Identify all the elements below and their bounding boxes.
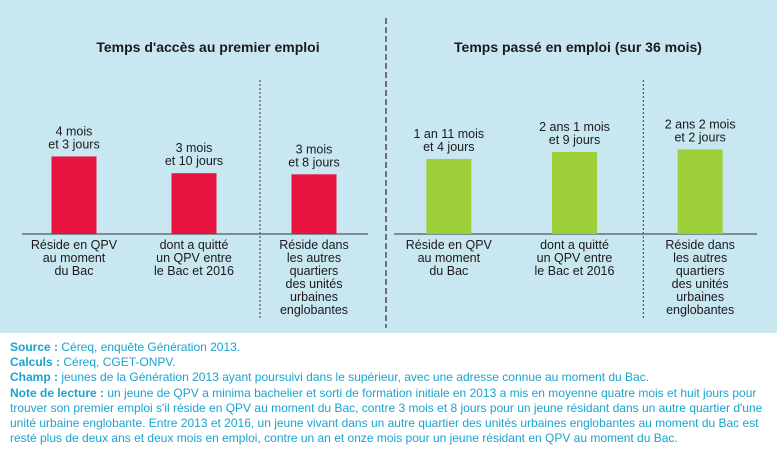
note-lecture: Note de lecture : un jeune de QPV a mini… [10,386,770,447]
bar-emploi-2 [552,151,597,234]
bar-acces-2 [171,173,217,234]
data-label-emploi-3: 2 ans 2 mois et 2 jours [665,117,736,144]
category-label-line: Réside en QPV [31,238,118,252]
bar-emploi-1 [426,158,472,234]
category-label-emploi-3: Réside dans les autres quartiers des unités… [665,238,735,317]
category-label-line: le Bac et 2016 [535,264,615,278]
chart-title-emploi: Temps passé en emploi (sur 36 mois) [454,39,702,55]
category-label-line: englobantes [666,303,734,317]
data-label-line: et 4 jours [423,140,474,154]
data-label-line: 1 an 11 mois [414,127,485,141]
category-label-emploi-1: Réside en QPV au moment du Bac [406,238,493,278]
category-label-acces-1: Réside en QPV au moment du Bac [31,238,118,278]
data-label-line: et 3 jours [48,137,99,151]
bar-acces-1 [51,156,97,234]
category-label-line: dont a quitté [160,238,229,252]
category-label-line: un QPV entre [156,251,232,265]
data-label-line: 2 ans 1 mois [539,120,610,134]
bar-acces-3 [291,174,337,234]
note-champ: Champ : jeunes de la Génération 2013 aya… [10,370,770,385]
bar-emploi-3 [677,149,723,234]
data-label-line: 2 ans 2 mois [665,117,736,131]
category-label-line: un QPV entre [537,251,613,265]
bar-charts: Temps d'accès au premier emploi Temps pa… [22,18,757,328]
category-label-line: du Bac [55,264,94,278]
data-label-line: 3 mois [296,142,333,156]
note-source-text: Céreq, enquête Génération 2013. [58,340,241,354]
note-calculs-text: Céreq, CGET-ONPV. [60,355,176,370]
note-lecture-text: un jeune de QPV a minima bachelier et so… [10,385,763,446]
data-label-acces-1: 4 mois et 3 jours [48,124,99,151]
note-champ-label: Champ : [10,370,58,385]
note-source: Source : Céreq, enquête Génération 2013. [10,340,770,355]
note-champ-text: jeunes de la Génération 2013 ayant pours… [58,370,650,385]
category-label-line: Réside dans [665,238,735,252]
data-label-line: et 9 jours [549,133,600,147]
category-label-line: Réside en QPV [406,238,493,252]
category-label-line: au moment [43,251,106,265]
data-label-line: 4 mois [56,124,93,138]
category-label-line: les autres [673,251,727,265]
category-label-line: dont a quitté [540,238,609,252]
category-label-line: du Bac [429,264,468,278]
category-label-line: des unités [672,277,729,291]
data-label-acces-2: 3 mois et 10 jours [165,141,223,168]
chart-title-acces: Temps d'accès au premier emploi [96,39,319,55]
chart-background [0,0,777,333]
category-label-line: quartiers [676,264,725,278]
note-lecture-label: Note de lecture : [10,385,105,400]
data-label-acces-3: 3 mois et 8 jours [288,142,339,169]
category-label-line: les autres [287,251,341,265]
note-calculs-label: Calculs : [10,355,61,370]
category-label-line: des unités [286,277,343,291]
category-label-emploi-2: dont a quitté un QPV entre le Bac et 2016 [535,238,615,278]
data-label-emploi-1: 1 an 11 mois et 4 jours [414,127,485,154]
category-label-line: le Bac et 2016 [154,264,234,278]
data-label-line: et 2 jours [674,130,725,144]
category-label-line: quartiers [290,264,339,278]
category-label-line: Réside dans [279,238,349,252]
category-label-line: urbaines [676,290,724,304]
category-label-line: urbaines [290,290,338,304]
category-label-acces-3: Réside dans les autres quartiers des unités… [279,238,349,317]
data-label-line: 3 mois [176,141,213,155]
note-source-label: Source : [10,340,59,354]
data-label-line: et 10 jours [165,154,223,168]
category-label-line: englobantes [280,303,348,317]
data-label-line: et 8 jours [288,155,339,169]
category-label-line: au moment [418,251,481,265]
chart-notes: Source : Céreq, enquête Génération 2013.… [10,340,770,446]
category-label-acces-2: dont a quitté un QPV entre le Bac et 2016 [154,238,234,278]
note-calculs: Calculs : Céreq, CGET-ONPV. [10,355,770,370]
data-label-emploi-2: 2 ans 1 mois et 9 jours [539,120,610,147]
